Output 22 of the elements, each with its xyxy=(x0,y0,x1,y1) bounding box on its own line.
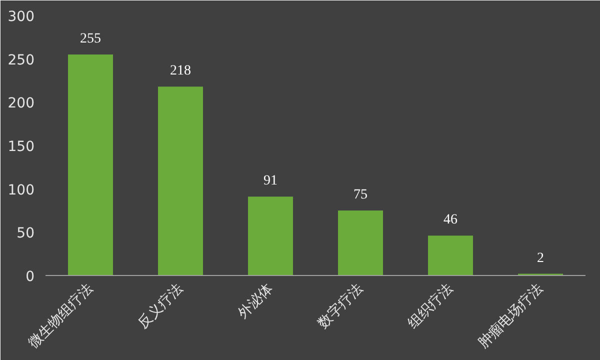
bar xyxy=(248,196,293,276)
data-label: 91 xyxy=(264,174,278,189)
bar xyxy=(158,86,203,276)
x-tick-label: 反义疗法 xyxy=(135,280,186,332)
bar xyxy=(428,236,473,276)
data-label: 46 xyxy=(444,212,458,228)
y-tick-label: 100 xyxy=(8,182,35,198)
x-tick-label: 外泌体 xyxy=(235,280,276,322)
x-tick-label: 组织疗法 xyxy=(405,280,456,332)
y-tick-label: 250 xyxy=(8,52,35,68)
data-label: 2 xyxy=(537,250,544,266)
y-tick-label: 200 xyxy=(8,96,35,112)
y-tick-label: 300 xyxy=(8,9,35,25)
x-tick-label: 数字疗法 xyxy=(315,280,366,332)
bar xyxy=(68,54,113,276)
data-label: 255 xyxy=(80,32,101,46)
data-label: 218 xyxy=(170,64,191,79)
y-tick-label: 150 xyxy=(8,139,35,155)
x-tick-label: 肿瘤电场疗法 xyxy=(475,280,546,352)
y-tick-label: 50 xyxy=(16,226,35,242)
bar xyxy=(338,210,383,276)
data-label: 75 xyxy=(354,188,368,202)
